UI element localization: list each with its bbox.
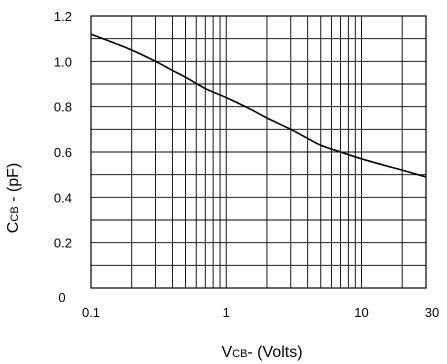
y-tick-label: 0.4 [54,190,72,205]
x-axis-title: VCB- (Volts) [221,344,302,361]
y-tick-label: 1.0 [54,54,72,69]
y-tick-label: 0 [58,290,65,305]
series-layer [90,33,427,178]
y-tick-label: 0.6 [54,145,72,160]
y-tick-labels: 0 0.2 0.4 0.6 0.8 1.0 1.2 [54,9,72,305]
y-tick-label: 1.2 [54,9,72,24]
x-tick-label: 0.1 [82,305,100,320]
y-tick-label: 0.2 [54,236,72,251]
plot-frame [90,15,427,289]
x-tick-label: 10 [354,305,368,320]
y-tick-label: 0.8 [54,100,72,115]
x-tick-label: 30 [425,305,439,320]
x-tick-label: 1 [223,305,230,320]
x-tick-labels: 0.1 1 10 30 [82,305,439,320]
grid [91,16,426,288]
series-line [90,33,427,178]
y-axis-title: CCB - (pF) [5,163,22,233]
